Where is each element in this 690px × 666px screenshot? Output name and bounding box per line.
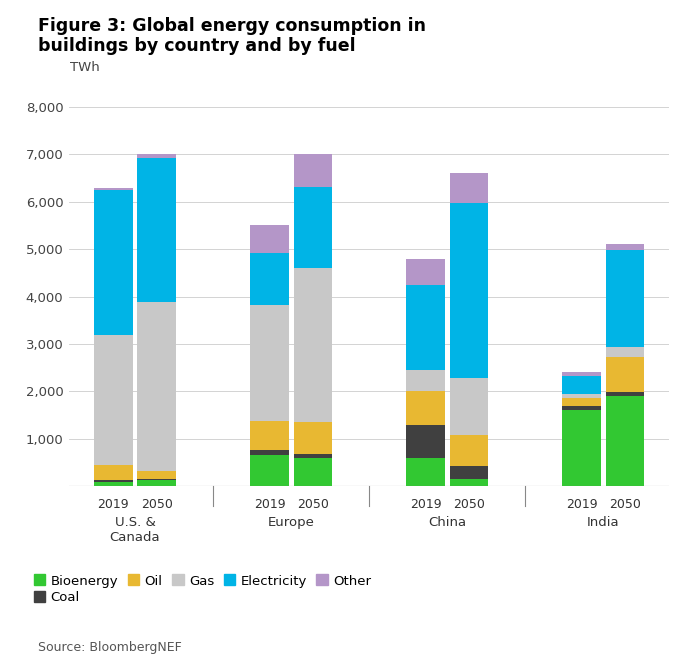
Bar: [406, 258, 445, 285]
Bar: [606, 396, 644, 486]
Bar: [293, 458, 332, 486]
Text: buildings by country and by fuel: buildings by country and by fuel: [38, 37, 355, 55]
Bar: [406, 285, 445, 370]
Bar: [250, 450, 288, 456]
Text: 2050: 2050: [297, 498, 328, 511]
Bar: [562, 372, 601, 376]
Bar: [562, 398, 601, 406]
Bar: [606, 347, 644, 357]
Text: 2050: 2050: [141, 498, 172, 511]
Bar: [606, 244, 644, 250]
Text: Figure 3: Global energy consumption in: Figure 3: Global energy consumption in: [38, 17, 426, 35]
Text: Source: BloombergNEF: Source: BloombergNEF: [38, 641, 181, 654]
Legend: Bioenergy, Coal, Oil, Gas, Electricity, Other: Bioenergy, Coal, Oil, Gas, Electricity, …: [34, 575, 371, 605]
Bar: [95, 190, 132, 335]
Bar: [450, 378, 488, 435]
Text: 2019: 2019: [97, 498, 129, 511]
Bar: [137, 480, 176, 486]
Bar: [450, 479, 488, 486]
Text: U.S. &
Canada: U.S. & Canada: [110, 515, 160, 543]
Text: 2019: 2019: [254, 498, 285, 511]
Bar: [293, 155, 332, 187]
Bar: [406, 424, 445, 458]
Bar: [562, 410, 601, 486]
Text: 2019: 2019: [410, 498, 442, 511]
Bar: [562, 376, 601, 394]
Bar: [562, 394, 601, 398]
Bar: [137, 302, 176, 471]
Bar: [293, 187, 332, 268]
Bar: [95, 188, 132, 190]
Bar: [137, 471, 176, 479]
Bar: [250, 226, 288, 253]
Bar: [450, 435, 488, 466]
Bar: [137, 479, 176, 480]
Bar: [450, 202, 488, 378]
Bar: [606, 392, 644, 396]
Bar: [606, 250, 644, 347]
Text: TWh: TWh: [70, 61, 100, 74]
Text: China: China: [428, 515, 466, 529]
Bar: [562, 406, 601, 410]
Bar: [137, 155, 176, 158]
Bar: [137, 158, 176, 302]
Bar: [406, 370, 445, 392]
Bar: [293, 454, 332, 458]
Bar: [606, 357, 644, 392]
Bar: [95, 480, 132, 482]
Text: Europe: Europe: [268, 515, 315, 529]
Text: 2050: 2050: [609, 498, 641, 511]
Bar: [250, 253, 288, 305]
Bar: [450, 173, 488, 202]
Bar: [406, 392, 445, 424]
Bar: [250, 456, 288, 486]
Text: 2050: 2050: [453, 498, 485, 511]
Bar: [250, 421, 288, 450]
Bar: [293, 422, 332, 454]
Bar: [95, 466, 132, 480]
Text: 2019: 2019: [566, 498, 598, 511]
Text: India: India: [587, 515, 620, 529]
Bar: [250, 305, 288, 421]
Bar: [450, 466, 488, 479]
Bar: [406, 458, 445, 486]
Bar: [95, 482, 132, 486]
Bar: [95, 335, 132, 466]
Bar: [293, 268, 332, 422]
